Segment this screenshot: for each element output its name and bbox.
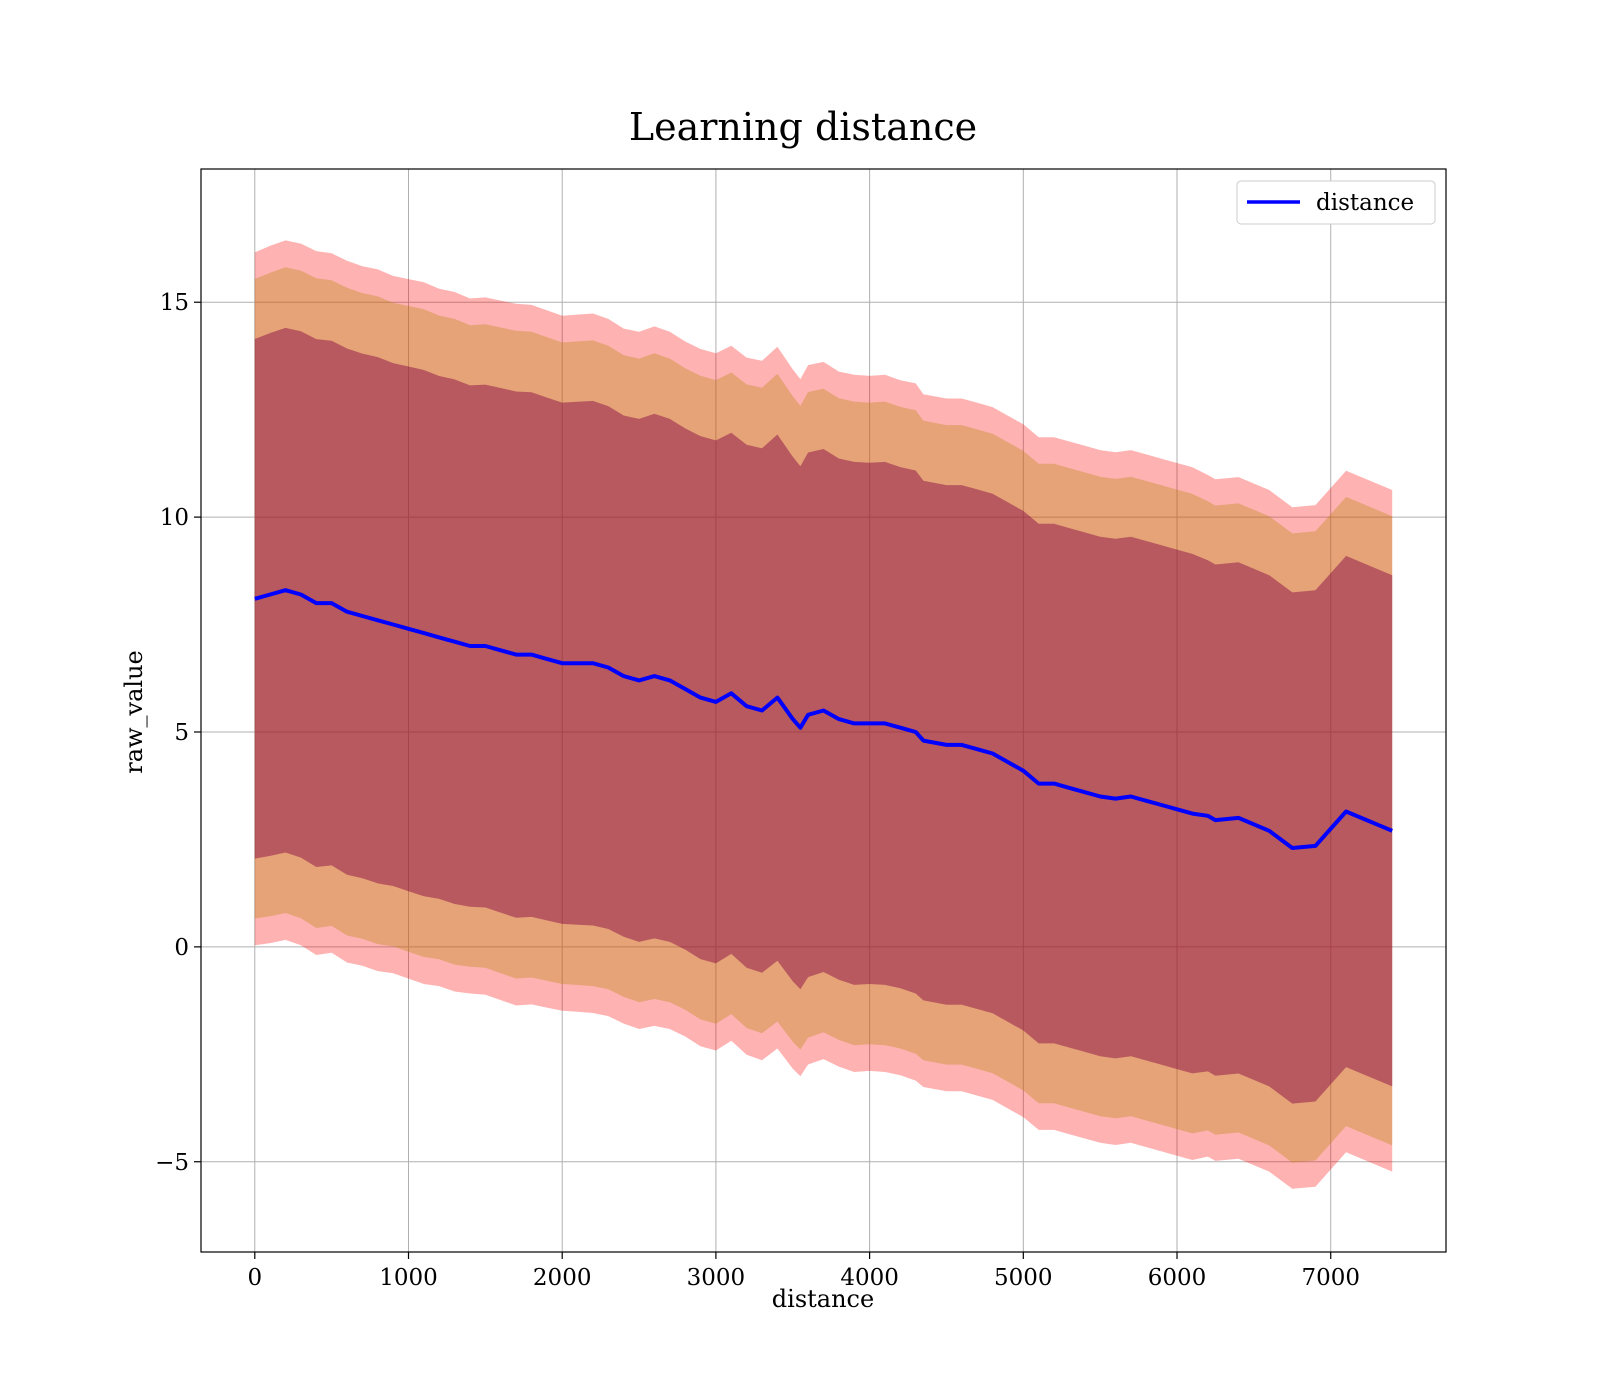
- y-axis-label: raw_value: [120, 650, 148, 774]
- band-inner: [254, 327, 1393, 1104]
- series-line-distance: [254, 588, 1393, 850]
- x-tick-label: 7000: [1301, 1265, 1360, 1291]
- series-line-layer: [254, 588, 1393, 850]
- x-tick-label: 2000: [533, 1265, 592, 1291]
- y-tick-label: 5: [174, 720, 189, 746]
- confidence-bands: [254, 240, 1393, 1189]
- band-middle: [254, 267, 1393, 1163]
- plot-area-frame: [200, 168, 1447, 1253]
- legend-label-distance: distance: [1316, 190, 1414, 216]
- x-axis-label: distance: [772, 1285, 874, 1313]
- y-tick-label: 15: [160, 290, 189, 316]
- grid-lines: [201, 169, 1446, 1252]
- legend: distance: [1236, 180, 1436, 225]
- x-tick-label: 1000: [379, 1265, 438, 1291]
- x-tick-label: 0: [247, 1265, 262, 1291]
- y-tick-label: 10: [160, 505, 189, 531]
- y-axis-ticks: −5 0 5 10 15: [155, 290, 201, 1176]
- band-outer: [254, 240, 1393, 1189]
- x-axis-ticks: 0 1000 2000 3000 4000 5000 6000 7000: [247, 1252, 1360, 1291]
- x-tick-label: 6000: [1148, 1265, 1207, 1291]
- x-tick-label: 5000: [994, 1265, 1053, 1291]
- x-tick-label: 3000: [687, 1265, 746, 1291]
- x-tick-label: 4000: [840, 1265, 899, 1291]
- y-tick-label: 0: [174, 935, 189, 961]
- legend-box: [1236, 180, 1436, 225]
- chart-title: Learning distance: [629, 105, 977, 149]
- y-tick-label: −5: [155, 1150, 189, 1176]
